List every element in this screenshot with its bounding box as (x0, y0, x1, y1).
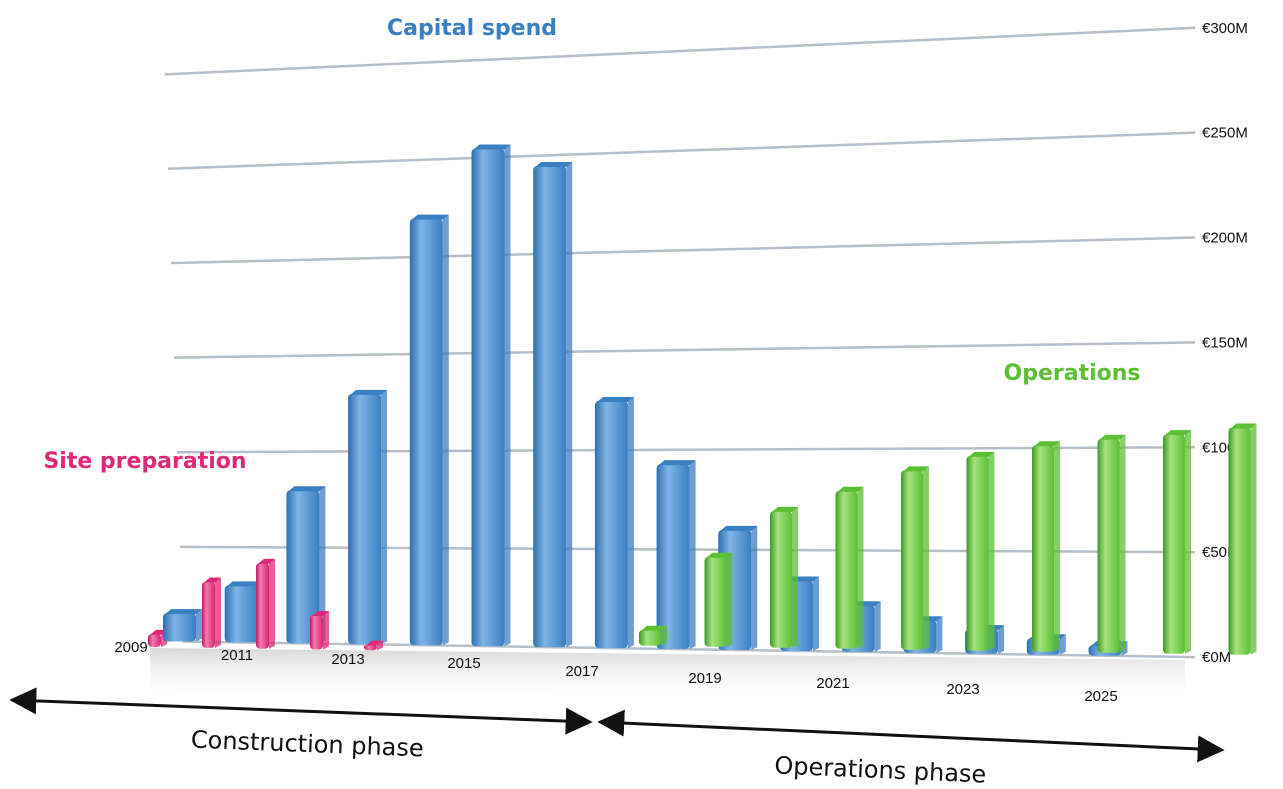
construction-phase-arrow (9, 687, 593, 735)
bar-operations (966, 451, 995, 651)
operations-phase-label: Operations phase (774, 751, 987, 788)
series-label-site-preparation: Site preparation (43, 449, 246, 474)
bars (148, 144, 1257, 656)
bar-operations (704, 552, 733, 647)
gridline (173, 341, 1196, 359)
bar-operations (639, 625, 667, 646)
y-tick-label: €300M (1202, 20, 1248, 37)
floor-shadow (150, 648, 1185, 700)
y-tick-label: €0M (1202, 649, 1231, 666)
bar-site-preparation (256, 558, 275, 649)
bar-operations (770, 506, 798, 648)
bar-site-preparation (202, 577, 221, 648)
x-tick-label: 2021 (816, 675, 849, 692)
x-tick-label: 2015 (447, 655, 480, 672)
bar-capital-spend (471, 144, 511, 647)
x-tick-label: 2011 (221, 647, 253, 664)
bar-operations (1097, 434, 1126, 653)
bar-capital-spend (656, 460, 696, 650)
x-axis-labels: 2009 2011 2013 2015 2017 2019 2021 2023 2025 (114, 639, 1117, 705)
gridline (167, 131, 1196, 170)
gridline (164, 26, 1196, 76)
bar-capital-spend (594, 397, 634, 649)
bar-operations (901, 466, 929, 650)
y-tick-label: €150M (1202, 334, 1248, 351)
bar-capital-spend (348, 389, 388, 645)
y-tick-label: €250M (1202, 125, 1248, 142)
bar-capital-spend (533, 161, 573, 648)
x-tick-label: 2013 (331, 651, 364, 668)
gridline (170, 236, 1196, 265)
x-tick-label: 2025 (1084, 688, 1117, 705)
operations-phase-arrow (597, 709, 1225, 763)
y-tick-label: €200M (1202, 230, 1248, 247)
x-tick-label: 2019 (688, 670, 721, 687)
series-label-capital-spend: Capital spend (387, 16, 557, 41)
bar-site-preparation (364, 640, 383, 651)
gridline (176, 446, 1196, 454)
x-tick-label: 2017 (565, 663, 598, 680)
bar-capital-spend (163, 609, 202, 642)
bar-operations (1228, 423, 1257, 655)
bar-capital-spend (286, 486, 326, 644)
bar-operations (1163, 430, 1191, 654)
construction-phase-label: Construction phase (190, 726, 424, 763)
bar-capital-spend (409, 214, 449, 646)
bar-operations (1032, 441, 1060, 652)
bar-operations (835, 486, 864, 649)
bar-site-preparation (310, 611, 329, 650)
x-tick-label: 2023 (946, 681, 979, 698)
series-label-operations: Operations (1004, 361, 1141, 386)
x-tick-label: 2009 (114, 639, 147, 656)
